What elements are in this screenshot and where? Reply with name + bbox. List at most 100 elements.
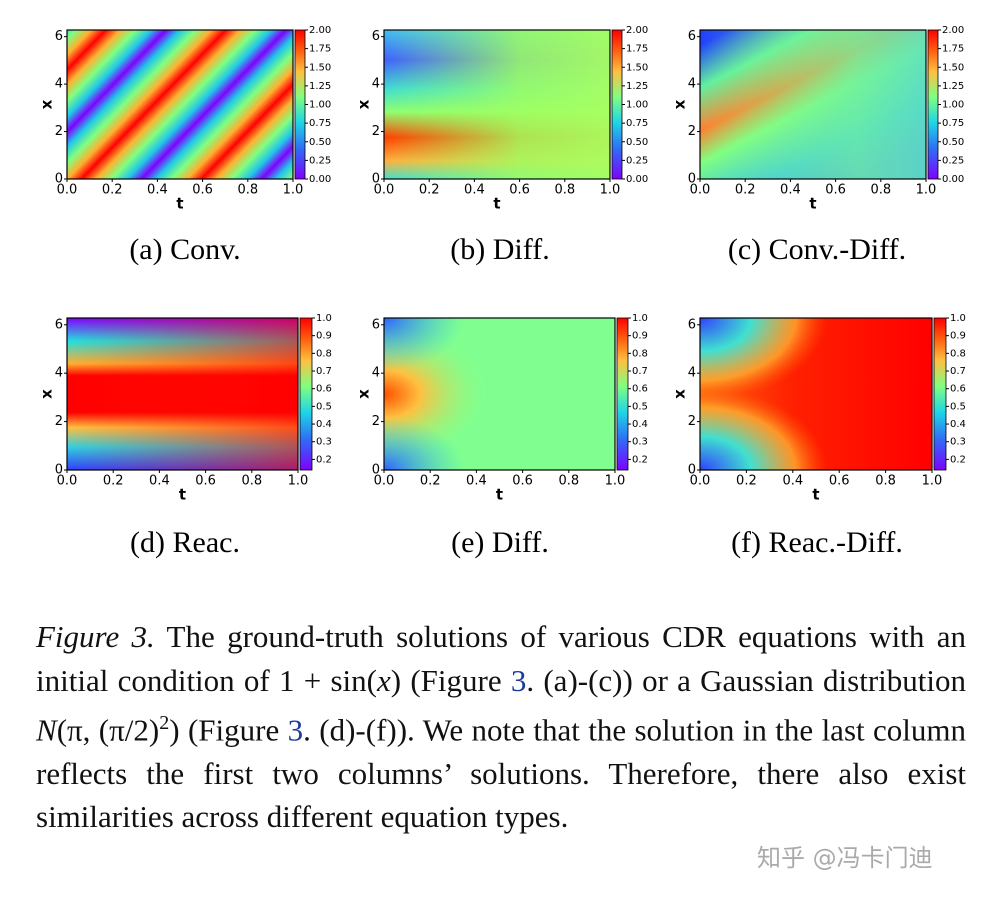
plot-frame [699, 317, 933, 471]
y-tick-label: 4 [688, 77, 696, 92]
y-tick-label: 2 [55, 124, 63, 139]
plot-frame [66, 317, 299, 471]
x-tick-label: 0.6 [825, 183, 846, 198]
heatmap-field [67, 318, 298, 470]
figure-ref[interactable]: 3 [287, 712, 304, 748]
panel-caption: (c) Conv.-Diff. [728, 233, 906, 266]
x-tick-label: 0.2 [103, 474, 124, 489]
x-axis-label: t [809, 195, 816, 213]
heatmap-field [700, 318, 932, 470]
colorbar-tick-label: 0.2 [632, 454, 648, 465]
x-tick-label: 1.0 [916, 183, 937, 198]
colorbar-tick-label: 0.4 [632, 419, 648, 430]
figure-caption: Figure 3. The ground-truth solutions of … [36, 615, 966, 839]
y-tick-label: 6 [55, 317, 63, 332]
x-tick-label: 0.0 [57, 183, 78, 198]
panel-caption: (a) Conv. [129, 233, 240, 266]
x-axis-label: t [179, 486, 186, 504]
y-axis-label: x [671, 99, 689, 109]
colorbar-tick-label: 0.9 [632, 331, 648, 342]
caption-math: (π, (π/2) [56, 712, 160, 748]
y-tick-label: 4 [55, 77, 63, 92]
x-tick-label: 1.0 [288, 474, 309, 489]
colorbar-tick-label: 0.25 [626, 155, 648, 166]
colorbar-tick-label: 0.50 [942, 137, 964, 148]
y-tick-label: 0 [688, 463, 696, 478]
x-tick-label: 0.2 [735, 183, 756, 198]
y-tick-label: 6 [372, 317, 380, 332]
x-tick-label: 0.8 [558, 474, 579, 489]
caption-math: 2 [159, 712, 170, 734]
y-tick-label: 2 [55, 414, 63, 429]
colorbar-tick-label: 2.00 [309, 25, 331, 36]
colorbar-tick-label: 1.75 [309, 44, 331, 55]
colorbar-tick-label: 2.00 [942, 25, 964, 36]
x-tick-label: 0.4 [780, 183, 801, 198]
x-tick-label: 0.2 [736, 474, 757, 489]
x-tick-label: 1.0 [605, 474, 626, 489]
colorbar-tick-label: 0.50 [309, 137, 331, 148]
colorbar-tick-label: 0.50 [626, 137, 648, 148]
colorbar-tick-label: 0.6 [316, 384, 332, 395]
heatmap-field [384, 318, 615, 470]
colorbar [933, 317, 947, 471]
figure-ref[interactable]: 3 [510, 662, 527, 698]
panel-caption: (b) Diff. [450, 233, 549, 266]
colorbar-tick-label: 1.25 [309, 81, 331, 92]
x-tick-label: 0.0 [57, 474, 78, 489]
colorbar-tick-label: 1.50 [626, 62, 648, 73]
x-tick-label: 0.8 [875, 474, 896, 489]
colorbar-tick-label: 2.00 [626, 25, 648, 36]
x-tick-label: 0.6 [192, 183, 213, 198]
y-axis-label: x [355, 99, 373, 109]
colorbar-tick-label: 1.00 [626, 100, 648, 111]
colorbar-tick-label: 0.4 [316, 419, 332, 430]
plot-frame [383, 29, 611, 180]
x-tick-label: 0.8 [554, 183, 575, 198]
x-tick-label: 0.0 [690, 183, 711, 198]
x-tick-label: 0.8 [241, 474, 262, 489]
watermark: 知乎 @冯卡门迪 [757, 844, 933, 872]
x-tick-label: 0.4 [464, 183, 485, 198]
x-tick-label: 0.2 [419, 183, 440, 198]
colorbar-tick-label: 0.2 [950, 454, 966, 465]
colorbar-tick-label: 0.5 [316, 401, 332, 412]
plot-frame [66, 29, 294, 180]
x-tick-label: 0.4 [466, 474, 487, 489]
colorbar-tick-label: 0.00 [309, 174, 331, 185]
colorbar-tick-label: 1.00 [309, 100, 331, 111]
colorbar [616, 317, 629, 471]
colorbar-tick-label: 0.5 [950, 401, 966, 412]
colorbar-tick-label: 0.3 [316, 437, 332, 448]
x-tick-label: 0.4 [147, 183, 168, 198]
colorbar-tick-label: 1.50 [942, 62, 964, 73]
x-tick-label: 1.0 [283, 183, 304, 198]
x-tick-label: 0.6 [195, 474, 216, 489]
x-tick-label: 1.0 [922, 474, 943, 489]
x-tick-label: 0.6 [829, 474, 850, 489]
colorbar-tick-label: 0.6 [950, 384, 966, 395]
y-tick-label: 0 [372, 172, 380, 187]
colorbar-tick-label: 0.9 [950, 331, 966, 342]
x-tick-label: 0.0 [374, 183, 395, 198]
colorbar-tick-label: 0.8 [632, 348, 648, 359]
x-tick-label: 0.0 [374, 474, 395, 489]
x-tick-label: 0.4 [782, 474, 803, 489]
caption-text: (Figure [179, 712, 288, 748]
panel-caption: (d) Reac. [130, 526, 240, 559]
panel-caption: (f) Reac.-Diff. [731, 526, 903, 559]
y-tick-label: 4 [55, 366, 63, 381]
x-axis-label: t [496, 486, 503, 504]
caption-math: x [377, 662, 391, 698]
colorbar-tick-label: 1.0 [950, 313, 966, 324]
colorbar-tick-label: 0.6 [632, 384, 648, 395]
caption-label: Figure 3. [36, 619, 155, 654]
x-tick-label: 1.0 [600, 183, 621, 198]
plot-frame [699, 29, 927, 180]
heatmap-field [384, 30, 610, 179]
x-tick-label: 0.6 [512, 474, 533, 489]
colorbar-tick-label: 0.00 [942, 174, 964, 185]
plot-frame [383, 317, 616, 471]
colorbar-tick-label: 1.0 [632, 313, 648, 324]
x-axis-label: t [812, 486, 819, 504]
